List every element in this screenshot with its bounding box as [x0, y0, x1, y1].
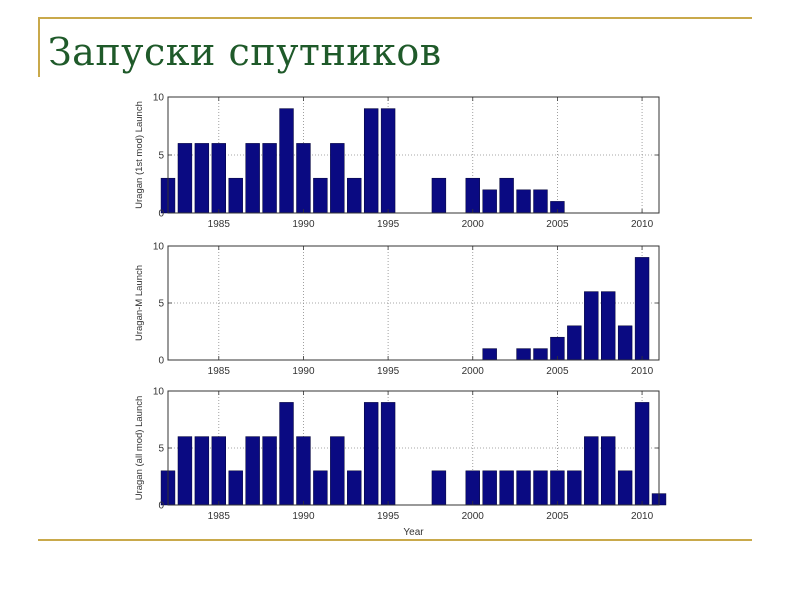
bar — [363, 402, 379, 506]
bar — [533, 189, 548, 214]
bar — [177, 143, 193, 214]
x-tick-label: 2000 — [462, 366, 485, 377]
bar — [194, 436, 210, 506]
y-tick-label: 10 — [153, 93, 165, 104]
bar — [516, 348, 531, 361]
chart-panel-3: 1985 1990 1995 2000 2005 2010 0 5 10 Uragan (all … — [134, 387, 667, 538]
x-tick-label: 1995 — [377, 511, 400, 522]
bar — [634, 257, 650, 361]
bar — [313, 470, 328, 506]
bar — [296, 143, 311, 214]
y-tick-label: 5 — [158, 444, 164, 455]
x-tick-label: 2010 — [631, 511, 654, 522]
y-tick-label: 0 — [158, 501, 164, 512]
y-axis-label: Uragan-M Launch — [134, 265, 145, 341]
y-tick-label: 5 — [158, 151, 164, 162]
bar — [296, 436, 311, 506]
bar — [465, 177, 480, 214]
x-tick-label: 1995 — [377, 366, 400, 377]
bar — [330, 143, 345, 214]
bar — [347, 470, 362, 506]
bar — [584, 291, 599, 361]
bar — [228, 470, 243, 506]
bar — [431, 470, 447, 506]
x-tick-label: 2005 — [546, 366, 569, 377]
x-tick-label: 2005 — [546, 219, 569, 230]
satellite-launch-charts: 1985 1990 1995 2000 2005 2010 0 5 10 Uragan (1st … — [134, 93, 667, 538]
x-tick-label: 1985 — [208, 511, 231, 522]
top-rule — [38, 17, 752, 19]
x-axis-label: Year — [403, 527, 424, 538]
bar — [279, 402, 294, 506]
left-rule — [38, 17, 40, 77]
bar — [482, 189, 497, 214]
bar — [465, 470, 480, 506]
chart-panel-2: 1985 1990 1995 2000 2005 2010 0 5 10 Uragan-M Lau… — [134, 242, 660, 377]
slide-title: Запуски спутников — [48, 30, 442, 74]
bar — [516, 189, 531, 214]
bar — [634, 402, 650, 506]
y-axis-label: Uragan (all mod) Launch — [134, 396, 145, 501]
bar — [347, 177, 362, 214]
bar — [601, 436, 616, 506]
bar — [279, 108, 294, 214]
bar — [380, 402, 396, 506]
y-axis-label: Uragan (1st mod) Launch — [134, 101, 145, 209]
bar — [228, 177, 243, 214]
x-tick-label: 1990 — [292, 511, 315, 522]
x-tick-label: 2005 — [546, 511, 569, 522]
y-tick-label: 5 — [158, 299, 164, 310]
bar — [617, 325, 633, 361]
bar — [262, 143, 277, 214]
x-tick-label: 1995 — [377, 219, 400, 230]
x-tick-label: 1985 — [208, 366, 231, 377]
bar — [194, 143, 210, 214]
bar — [617, 470, 633, 506]
bar — [177, 436, 193, 506]
bar — [550, 470, 565, 506]
x-tick-label: 2010 — [631, 219, 654, 230]
bar — [499, 177, 514, 214]
bar — [211, 143, 226, 214]
bar — [567, 325, 582, 361]
x-tick-label: 1990 — [292, 366, 315, 377]
y-tick-label: 0 — [158, 356, 164, 367]
bar — [533, 470, 548, 506]
bar — [584, 436, 599, 506]
chart-panel-1: 1985 1990 1995 2000 2005 2010 0 5 10 Uragan (1st … — [134, 93, 660, 230]
x-tick-label: 1985 — [208, 219, 231, 230]
bar — [363, 108, 379, 214]
x-tick-label: 2000 — [462, 511, 485, 522]
bar — [516, 470, 531, 506]
bar — [431, 177, 447, 214]
y-tick-label: 10 — [153, 242, 165, 253]
x-tick-label: 1990 — [292, 219, 315, 230]
bar — [245, 143, 260, 214]
bar — [499, 470, 514, 506]
bar — [482, 470, 497, 506]
bar — [330, 436, 345, 506]
bar — [211, 436, 226, 506]
bottom-rule — [38, 539, 752, 541]
bar — [533, 348, 548, 361]
bar — [482, 348, 497, 361]
y-tick-label: 0 — [158, 209, 164, 220]
y-tick-label: 10 — [153, 387, 165, 398]
bar — [380, 108, 396, 214]
bar — [262, 436, 277, 506]
bar — [601, 291, 616, 361]
x-tick-label: 2000 — [462, 219, 485, 230]
x-tick-label: 2010 — [631, 366, 654, 377]
bar — [245, 436, 260, 506]
bar — [313, 177, 328, 214]
bar — [567, 470, 582, 506]
